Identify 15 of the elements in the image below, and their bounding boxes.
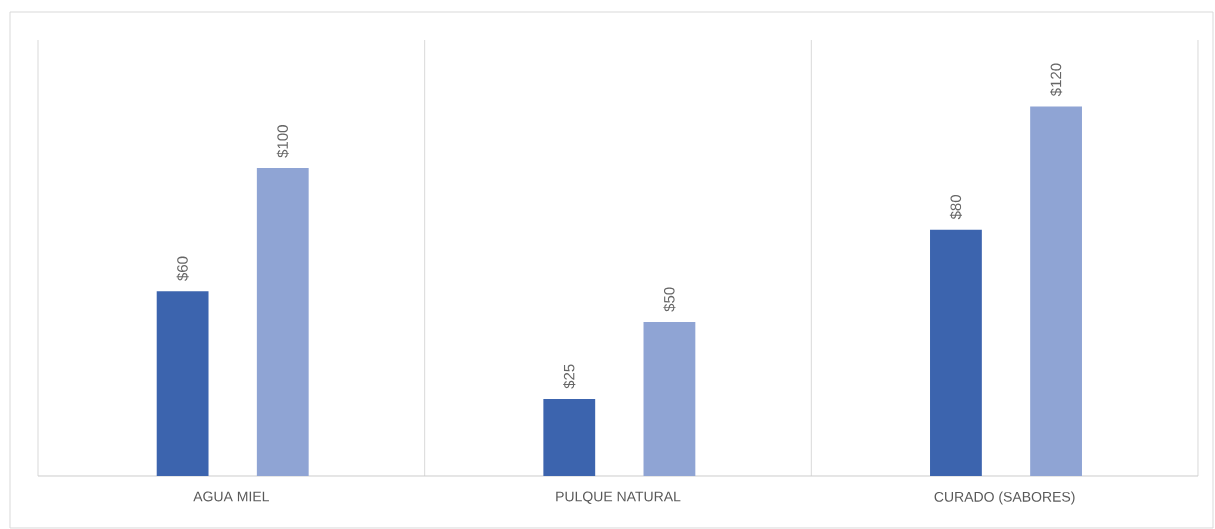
- data-label: $120: [1050, 63, 1063, 97]
- data-label: $80: [949, 195, 962, 220]
- data-label: $25: [563, 364, 576, 389]
- bar: [643, 322, 696, 476]
- x-tick-label: CURADO (SABORES): [934, 491, 1075, 505]
- bar: [256, 168, 309, 476]
- x-tick-label: PULQUE NATURAL: [556, 491, 681, 504]
- data-label: $60: [176, 256, 189, 281]
- x-tick-label: AGUA MIEL: [193, 491, 269, 502]
- bar: [930, 229, 982, 476]
- data-label: $50: [663, 287, 676, 312]
- bar: [156, 291, 209, 476]
- data-label: $100: [276, 125, 289, 158]
- bar: [1030, 106, 1082, 476]
- bar: [543, 399, 596, 476]
